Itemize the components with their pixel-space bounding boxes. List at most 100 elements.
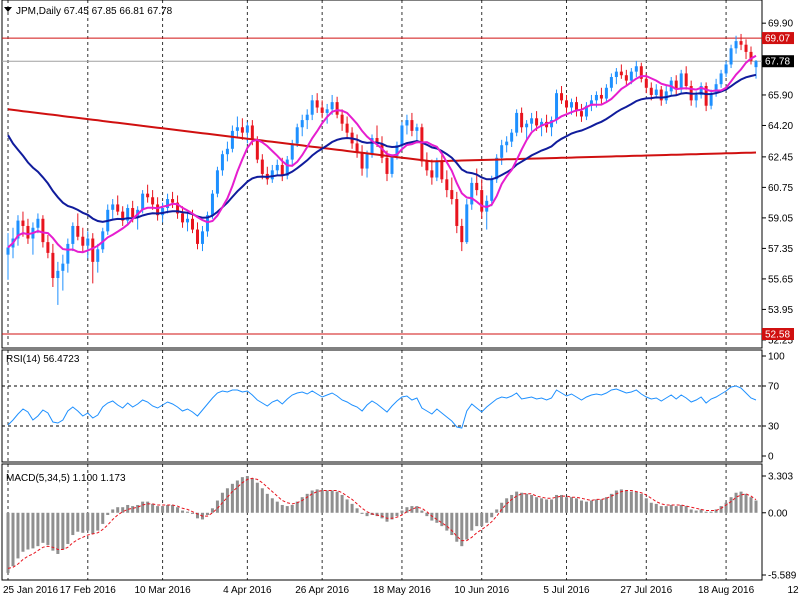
rsi-tick-label: 30 [768,422,780,433]
candle-body [230,130,234,149]
macd-histogram-bar [579,500,583,513]
macd-histogram-bar [195,512,199,519]
macd-histogram-bar [280,504,284,513]
macd-histogram-bar [6,512,10,573]
macd-histogram-bar [495,509,499,513]
candle-body [365,154,369,169]
candle-body [415,127,419,131]
candle-body [385,157,389,174]
candle-body [345,123,349,133]
candle-body [81,236,85,246]
macd-histogram-bar [624,490,628,513]
candle-body [480,190,484,212]
macd-histogram-bar [754,500,758,513]
candle-body [161,208,165,216]
y-tick-label: 52.25 [768,335,793,346]
x-tick-label: 27 Jul 2016 [620,585,672,596]
candle-body [21,220,25,226]
y-tick-label: 59.05 [768,213,793,224]
macd-histogram-bar [505,498,509,513]
macd-histogram-bar [36,512,40,547]
macd-histogram-bar [440,512,444,527]
dropdown-triangle-icon [4,7,12,12]
y-tick-label: 69.90 [768,19,793,30]
candle-body [151,197,155,205]
candle-body [166,199,170,209]
macd-histogram-bar [76,512,80,532]
macd-histogram-bar [565,497,569,513]
macd-histogram-bar [744,493,748,513]
x-tick-label: 10 Mar 2016 [135,585,192,596]
candle-body [565,100,569,108]
macd-header: MACD(5,34,5) 1.100 1.173 [6,473,126,484]
macd-histogram-bar [569,497,573,513]
price-label: 67.78 [765,57,790,68]
candle-body [754,61,758,68]
macd-histogram-bar [420,510,424,513]
candle-body [360,152,364,169]
macd-histogram-bar [445,512,449,531]
macd-histogram-bar [46,512,50,546]
macd-histogram-bar [465,512,469,540]
macd-histogram-bar [330,490,334,513]
macd-histogram-bar [171,504,175,513]
candle-body [220,154,224,171]
candle-body [679,73,683,90]
macd-histogram-bar [305,493,309,513]
macd-histogram-bar [460,512,464,547]
candle-body [325,109,329,113]
macd-histogram-bar [161,506,165,513]
macd-histogram-bar [290,504,294,513]
candle-body [210,193,214,216]
candle-body [400,125,404,146]
macd-histogram-bar [166,504,170,513]
macd-histogram-bar [734,492,738,513]
candle-body [146,193,150,198]
candle-body [520,112,524,128]
pane-frame-0 [1,0,763,349]
x-tick-label: 4 Apr 2016 [223,585,272,596]
macd-histogram-bar [599,499,603,513]
candle-body [176,202,180,214]
candle-body [16,220,20,239]
candle-body [156,204,160,216]
price-label: 69.07 [765,34,790,45]
macd-histogram-bar [275,501,279,513]
candle-body [36,218,40,228]
candle-body [455,199,459,226]
macd-histogram-bar [56,512,60,554]
macd-histogram-bar [66,512,70,544]
candle-body [724,64,728,74]
macd-histogram-bar [555,494,559,513]
candle-body [699,85,703,95]
macd-histogram-bar [540,498,544,513]
macd-histogram-bar [260,488,264,513]
candle-body [619,71,623,76]
macd-histogram-bar [71,512,75,536]
candle-body [654,89,658,95]
pane-frame-1 [1,349,763,463]
macd-histogram-bar [714,509,718,513]
macd-histogram-bar [360,512,364,514]
candle-body [435,161,439,178]
candle-body [370,138,374,155]
macd-histogram-bar [380,512,384,519]
macd-histogram-bar [560,494,564,513]
rsi-tick-label: 0 [768,452,774,463]
rsi-tick-label: 100 [768,352,785,363]
candle-body [579,111,583,117]
candle-body [440,161,444,180]
macd-histogram-bar [450,512,454,536]
macd-histogram-bar [230,483,234,513]
candle-body [624,75,628,81]
x-tick-label: 17 Feb 2016 [60,585,117,596]
macd-histogram-bar [250,478,254,513]
macd-histogram-bar [111,509,115,513]
macd-histogram-bar [91,512,95,534]
candle-body [639,66,643,79]
macd-histogram-bar [151,503,155,513]
candle-body [41,218,45,243]
macd-histogram-bar [649,502,653,513]
price-label: 52.58 [765,330,790,341]
